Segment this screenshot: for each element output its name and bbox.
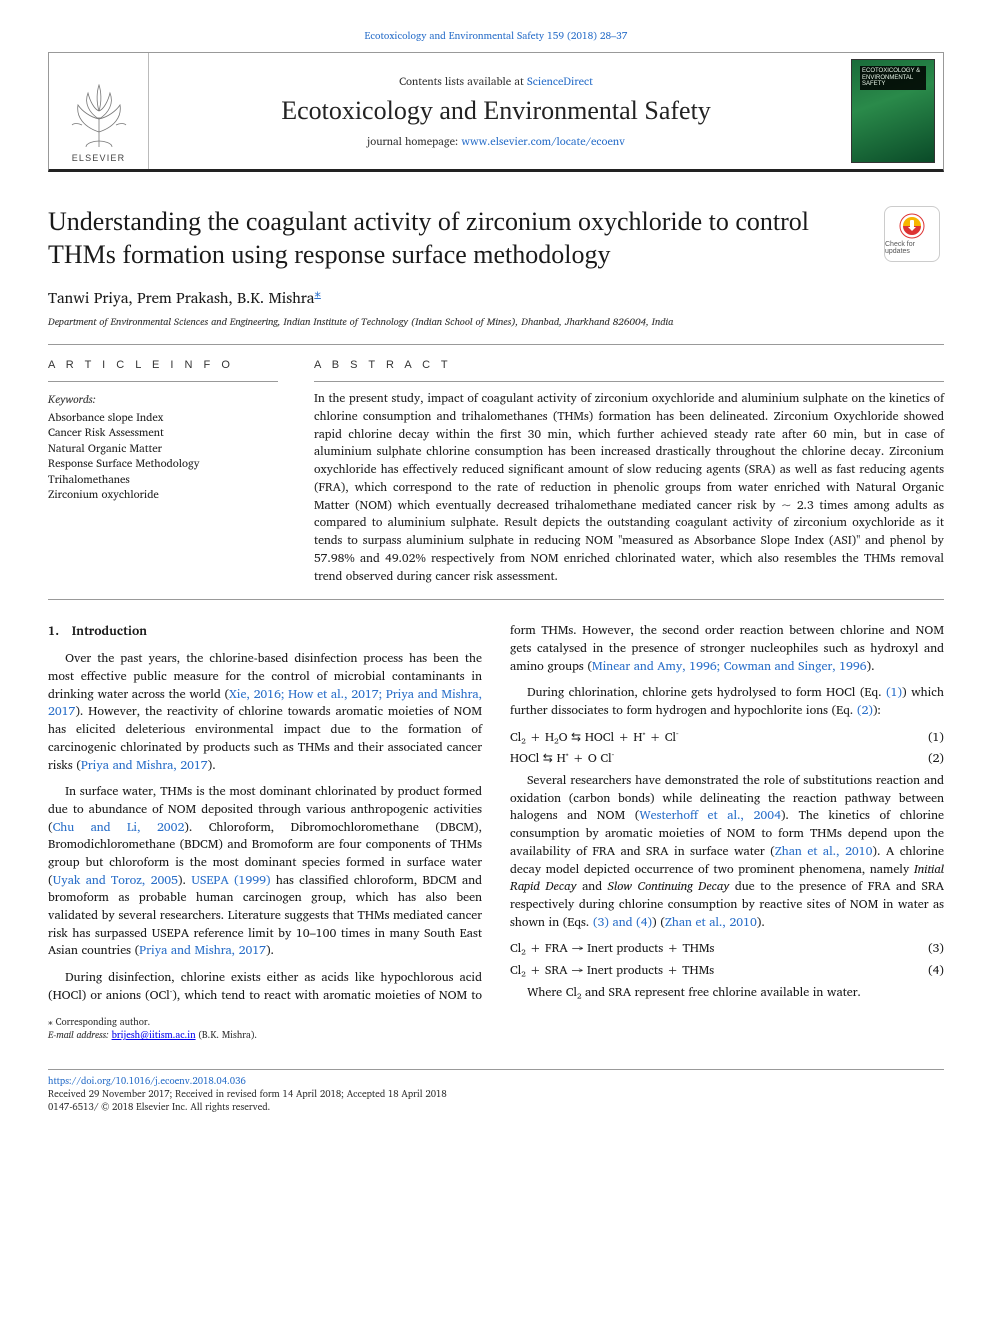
copyright-line: 0147-6513/ © 2018 Elsevier Inc. All righ…: [48, 1100, 270, 1115]
check-updates-label: Check for updates: [885, 241, 939, 255]
citation-link[interactable]: Zhan et al., 2010: [665, 912, 757, 932]
section-heading: 1. Introduction: [48, 622, 482, 640]
text: ).: [757, 912, 765, 932]
email-suffix: (B.K. Mishra).: [196, 1028, 257, 1043]
authors: Tanwi Priya, Prem Prakash, B.K. Mishra: [48, 285, 314, 310]
elsevier-tree-icon: [64, 77, 134, 153]
email-link[interactable]: brijesh@iitism.ac.in: [112, 1028, 196, 1043]
cover-thumb-wrap: ECOTOXICOLOGY & ENVIRONMENTAL SAFETY: [843, 53, 943, 169]
email-label: E-mail address:: [48, 1028, 112, 1043]
sciencedirect-link[interactable]: ScienceDirect: [527, 72, 593, 90]
corresponding-author-mark[interactable]: ⁎: [314, 281, 321, 303]
keywords-label: Keywords:: [48, 390, 278, 408]
homepage-line: journal homepage: www.elsevier.com/locat…: [149, 132, 843, 150]
equation: Cl₂ + H₂O ⇆ HOCl + H⁺ + Cl⁻ (1): [510, 729, 944, 747]
journal-name: Ecotoxicology and Environmental Safety: [149, 96, 843, 126]
body-columns: 1. Introduction Over the past years, the…: [48, 622, 944, 1007]
equation-ref-link[interactable]: (2): [857, 700, 873, 720]
contents-prefix: Contents lists available at: [399, 72, 527, 90]
paragraph: In surface water, THMs is the most domin…: [48, 783, 482, 960]
paragraph: During chlorination, chlorine gets hydro…: [510, 684, 944, 719]
homepage-link[interactable]: www.elsevier.com/locate/ecoenv: [461, 132, 625, 150]
equation-body: Cl₂ + FRA → Inert products + THMs: [510, 940, 714, 958]
equation: HOCl ⇆ H⁺ + O Cl⁻ (2): [510, 750, 944, 768]
article-meta-row: A R T I C L E I N F O Keywords: Absorban…: [48, 345, 944, 599]
footer-block: https://doi.org/10.1016/j.ecoenv.2018.04…: [48, 1069, 944, 1114]
equation-body: HOCl ⇆ H⁺ + O Cl⁻: [510, 750, 614, 768]
equation: Cl₂ + SRA → Inert products + THMs (4): [510, 962, 944, 980]
abstract-text: In the present study, impact of coagulan…: [314, 390, 944, 585]
divider: [48, 381, 278, 382]
equation-number: (3): [918, 940, 944, 958]
journal-header: ELSEVIER Contents lists available at Sci…: [48, 52, 944, 172]
citation-link[interactable]: Priya and Mishra, 2017: [81, 755, 208, 775]
affiliation: Department of Environmental Sciences and…: [48, 314, 944, 330]
divider: [314, 381, 944, 382]
running-head: Ecotoxicology and Environmental Safety 1…: [48, 28, 944, 44]
equation-ref-link[interactable]: (1): [886, 682, 902, 702]
paragraph: Several researchers have demonstrated th…: [510, 772, 944, 931]
contents-line: Contents lists available at ScienceDirec…: [149, 72, 843, 90]
cover-title: ECOTOXICOLOGY & ENVIRONMENTAL SAFETY: [862, 68, 924, 88]
text: Where Cl₂ and SRA represent free chlorin…: [527, 982, 861, 1002]
equation: Cl₂ + FRA → Inert products + THMs (3): [510, 940, 944, 958]
citation-link[interactable]: Priya and Mishra, 2017: [139, 940, 266, 960]
publisher-name: ELSEVIER: [72, 153, 126, 163]
equation-number: (4): [918, 962, 944, 980]
keywords-list: Absorbance slope IndexCancer Risk Assess…: [48, 410, 278, 502]
abstract-col: A B S T R A C T In the present study, im…: [314, 359, 944, 585]
paragraph: Over the past years, the chlorine-based …: [48, 650, 482, 774]
article-title: Understanding the coagulant activity of …: [48, 206, 848, 271]
check-updates-badge[interactable]: Check for updates: [884, 206, 940, 262]
article-info-col: A R T I C L E I N F O Keywords: Absorban…: [48, 359, 278, 585]
divider: [48, 599, 944, 600]
text: ):: [873, 700, 881, 720]
text: ).: [867, 656, 875, 676]
header-center: Contents lists available at ScienceDirec…: [149, 53, 843, 169]
publisher-block: ELSEVIER: [49, 53, 149, 169]
citation-link[interactable]: Minear and Amy, 1996; Cowman and Singer,…: [592, 656, 867, 676]
text: ).: [266, 940, 274, 960]
equation-number: (2): [918, 750, 944, 768]
article-info-head: A R T I C L E I N F O: [48, 359, 278, 371]
homepage-prefix: journal homepage:: [367, 132, 461, 150]
journal-cover-thumb: ECOTOXICOLOGY & ENVIRONMENTAL SAFETY: [851, 59, 935, 163]
author-line: Tanwi Priya, Prem Prakash, B.K. Mishra⁎: [48, 281, 944, 310]
equation-ref-link[interactable]: (3) and (4): [593, 912, 652, 932]
text: ).: [208, 755, 216, 775]
equation-body: Cl₂ + H₂O ⇆ HOCl + H⁺ + Cl⁻: [510, 729, 679, 747]
corresponding-footnote: ⁎ Corresponding author. E-mail address: …: [48, 1017, 944, 1043]
paragraph: Where Cl₂ and SRA represent free chlorin…: [510, 984, 944, 1002]
keyword: Zirconium oxychloride: [48, 487, 278, 502]
text: ) (: [652, 912, 665, 932]
equation-body: Cl₂ + SRA → Inert products + THMs: [510, 962, 714, 980]
equation-number: (1): [918, 729, 944, 747]
abstract-head: A B S T R A C T: [314, 359, 944, 371]
check-updates-icon: [899, 213, 925, 239]
